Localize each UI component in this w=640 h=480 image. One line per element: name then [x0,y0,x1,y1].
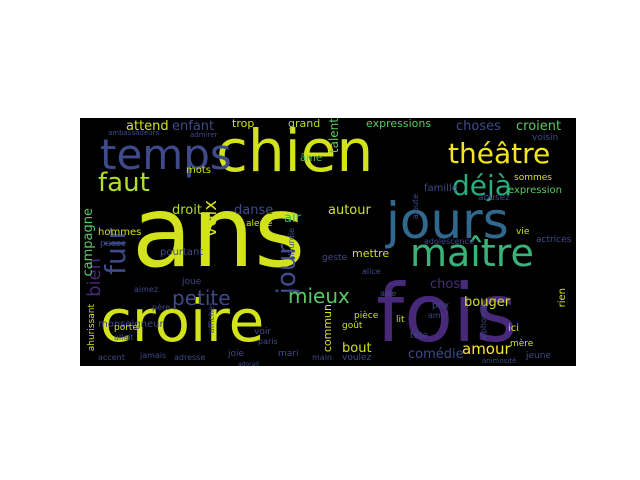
word-voix: voix [200,200,221,238]
word-prix: prix [432,301,450,311]
word-pourtant: pourtant [160,247,204,258]
word-lit: lit [396,315,405,325]
word-allait: allait [114,333,134,342]
word-petite: petite [172,286,231,310]
word-chien: chien [216,118,374,185]
word-alerte: alerte [246,219,273,229]
word-choses: choses [456,119,501,134]
word-enfant: enfant [172,119,215,134]
word-piece: pièce [354,311,379,321]
word-talent: talent [327,118,341,154]
word-croire: croire [100,287,265,355]
word-rien: rien [557,288,568,308]
word-temps: temps [100,130,232,179]
word-adresse: adresse [174,353,206,362]
word-animosite: animosité [482,357,517,365]
word-monseigneur: monseigneur [98,319,164,330]
word-mots: mots [186,165,211,176]
word-main: main [312,353,332,362]
word-aimez: aimez [134,285,159,294]
word-chose: chose [430,277,469,292]
word-mere: mère [510,339,534,349]
word-adolescence: adolescence [424,237,474,246]
word-attend: attend [126,119,169,134]
word-danse: danse [234,203,274,218]
word-faut: faut [98,168,150,198]
word-maitre: maître [410,231,534,275]
word-grand: grand [288,118,321,130]
word-alphonse: alphonse [479,304,488,341]
word-pere: père [152,303,171,312]
word-passe: passe [100,239,127,249]
word-affiches: affiches [207,302,216,334]
word-geste: geste [322,253,348,263]
word-fois: fois [376,267,518,360]
word-deja: déjà [452,169,512,202]
word-voir: voir [254,327,272,337]
word-alice: alice [362,267,381,276]
word-aise: aise [380,289,397,298]
word-mari: mari [278,349,299,359]
word-expression: expression [508,185,562,196]
word-porte: porte [114,323,138,333]
word-vie: vie [516,227,530,237]
word-autour: autour [328,203,371,218]
word-mieux: mieux [288,284,350,308]
word-amour: amour [462,340,511,358]
word-hommes: hommes [98,227,142,238]
word-abusez: abusez [478,193,510,203]
word-joue: joue [182,277,202,287]
word-theatre: théâtre [448,137,551,170]
word-ame: âme [300,153,323,164]
word-sommes: sommes [514,173,552,183]
word-bout: bout [342,341,372,356]
word-ajoute: ajoute [411,194,420,220]
word-ambassadeurs: ambassadeurs [108,129,160,137]
word-croient: croient [516,119,562,134]
word-ans: ans [132,176,306,290]
word-gout: goût [342,321,363,331]
word-voulez: voulez [342,353,372,363]
word-alourdie: alourdie [287,228,296,261]
word-cloud: ans chien croire fois jours temps maître… [80,118,576,366]
word-campagne: campagne [81,208,96,277]
word-admirer: admirer [190,131,218,139]
word-trop: trop [232,118,255,130]
word-ici: ici [508,323,520,334]
word-mettre: mettre [352,247,390,260]
word-adorait: adorait [238,361,260,367]
word-joie: joie [228,349,245,359]
word-voisin: voisin [532,133,559,143]
word-commun: commun [321,304,334,353]
word-ami: ami [428,311,443,320]
word-bouger: bouger [464,295,511,310]
word-air: air [284,211,301,226]
word-droit: droit [172,203,202,218]
word-jamais: jamais [140,351,167,360]
word-actrices: actrices [536,235,572,245]
word-tete: tête [410,331,429,341]
word-comedie: comédie [408,347,464,362]
word-jeune: jeune [526,351,551,361]
word-expressions: expressions [366,118,432,130]
word-ahurissant: ahurissant [87,304,97,352]
word-paris: paris [258,337,278,346]
word-jours: jours [386,192,509,250]
word-accent: accent [98,353,125,362]
word-famille: famille [424,183,458,194]
